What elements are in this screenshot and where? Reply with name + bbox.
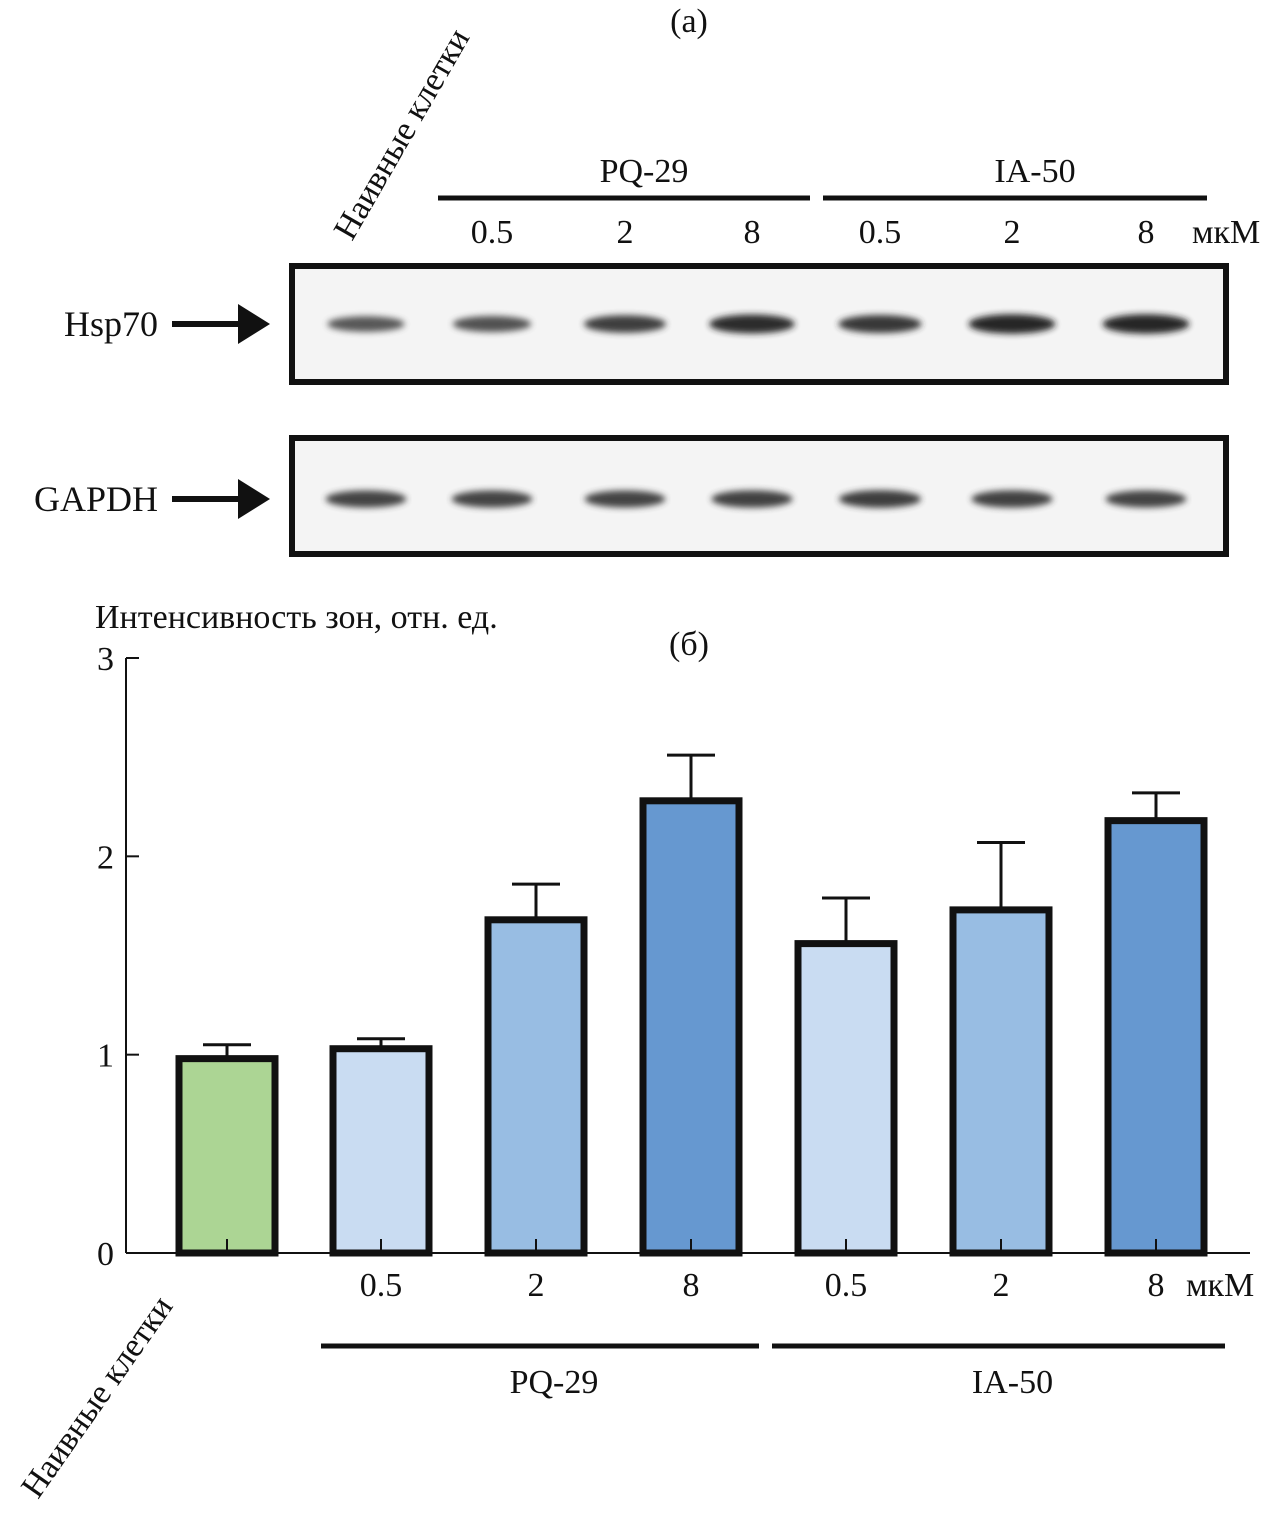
blot-arrow-head-1	[238, 479, 270, 519]
chart-ylabel: Интенсивность зон, отн. ед.	[95, 599, 498, 636]
blot-band-0-4	[838, 315, 922, 333]
x-label-3: 8	[683, 1267, 700, 1304]
bar-0	[175, 1055, 279, 1257]
blot-naive-label: Наивные клетки	[327, 23, 477, 246]
blot-dose-1-2: 8	[1138, 214, 1155, 251]
blot-unit-label: мкМ	[1192, 214, 1260, 251]
bars	[175, 753, 1208, 1257]
x-label-4: 0.5	[825, 1267, 868, 1304]
blot-arrow-head-0	[238, 304, 270, 344]
blot-band-0-3	[709, 314, 795, 334]
blot-band-1-4	[839, 490, 921, 508]
blot-band-1-3	[711, 490, 793, 508]
bar-1	[329, 1045, 433, 1257]
blot-band-1-5	[971, 490, 1053, 508]
bar-2	[484, 916, 588, 1257]
blot-group-brackets: PQ-29 IA-50	[438, 153, 1207, 201]
blot-dose-0-2: 8	[744, 214, 761, 251]
blot-band-0-1	[452, 316, 532, 332]
x-unit-label: мкМ	[1186, 1267, 1254, 1304]
blot-band-1-2	[584, 490, 666, 508]
chart-group-name-0: PQ-29	[510, 1364, 599, 1401]
bar-chart: Интенсивность зон, отн. ед. (б) 0 1 2 3 Наи…	[14, 599, 1254, 1505]
blot-band-0-0	[327, 316, 405, 332]
blot-band-0-2	[584, 315, 666, 333]
x-label-2: 2	[528, 1267, 545, 1304]
blot-group-name-0: PQ-29	[600, 153, 689, 190]
blot-dose-1-1: 2	[1004, 214, 1021, 251]
blot-band-1-1	[451, 490, 533, 508]
western-blot-panel: (а) Наивные клетки PQ-29 IA-50 0.5 2 8 0.5 2 8…	[34, 3, 1260, 557]
chart-group-name-1: IA-50	[972, 1364, 1053, 1401]
x-label-6: 8	[1148, 1267, 1165, 1304]
blot-band-0-5	[968, 314, 1056, 334]
axes: 0 1 2 3	[97, 641, 1250, 1273]
bar-6	[1104, 817, 1208, 1257]
y-tick-label-3: 3	[97, 641, 114, 678]
blot-band-1-6	[1105, 490, 1187, 508]
y-tick-label-2: 2	[97, 839, 114, 876]
blot-dose-0-0: 0.5	[471, 214, 514, 251]
x-label-1: 0.5	[360, 1267, 403, 1304]
bar-4	[794, 940, 898, 1257]
chart-panel-label: (б)	[669, 626, 709, 663]
x-tick-labels: Наивные клетки 0.5 2 8 0.5 2 8 мкМ	[14, 1267, 1254, 1505]
y-tick-label-1: 1	[97, 1038, 114, 1075]
blot-rows: Hsp70 GAPDH	[34, 263, 1229, 557]
bar-3	[639, 797, 743, 1257]
y-tick-label-0: 0	[97, 1236, 114, 1273]
x-label-naive: Наивные клетки	[14, 1289, 180, 1504]
x-label-5: 2	[993, 1267, 1010, 1304]
blot-dose-1-0: 0.5	[859, 214, 902, 251]
blot-band-1-0	[325, 490, 407, 508]
blot-dose-labels: 0.5 2 8 0.5 2 8	[471, 214, 1155, 251]
blot-row-label-1: GAPDH	[34, 479, 158, 519]
blot-band-0-6	[1102, 314, 1190, 334]
chart-group-brackets: PQ-29 IA-50	[321, 1343, 1225, 1401]
blot-group-name-1: IA-50	[994, 153, 1075, 190]
blot-panel-label: (а)	[670, 3, 708, 40]
bar-5	[949, 906, 1053, 1257]
blot-dose-0-1: 2	[617, 214, 634, 251]
blot-row-label-0: Hsp70	[64, 304, 158, 344]
